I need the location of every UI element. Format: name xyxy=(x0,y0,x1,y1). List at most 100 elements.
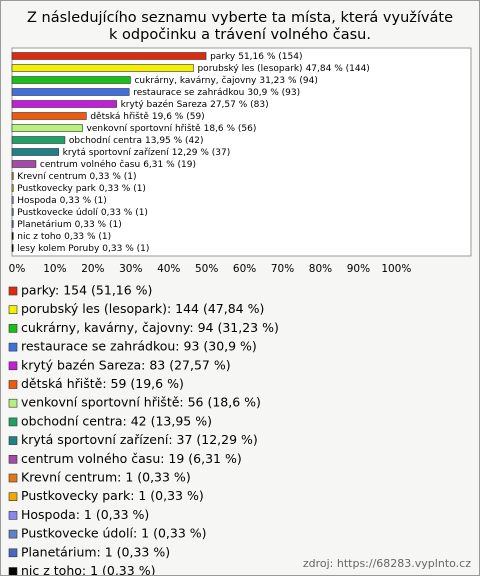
category-label: krytý bazén Sareza xyxy=(121,99,208,110)
bar-label: lesy kolem Poruby 0,33 % (1) xyxy=(17,244,149,254)
category-label: nic z toho xyxy=(17,232,61,242)
value-label: 0,33 % (1) xyxy=(64,232,111,242)
legend-swatch xyxy=(8,473,18,483)
legend-label: nic z toho: 1 (0,33 %) xyxy=(21,563,155,575)
category-label: venkovní sportovní hřiště xyxy=(87,123,202,134)
bar-label: Planetárium 0,33 % (1) xyxy=(17,220,121,230)
legend-swatch xyxy=(8,342,18,352)
legend-label: Planetárium: 1 (0,33 %) xyxy=(21,544,170,559)
value-label: 47,84 % (144) xyxy=(306,64,370,74)
value-label: 0,33 % (1) xyxy=(60,196,107,206)
bar-label: restaurace se zahrádkou 30,9 % (93) xyxy=(133,88,300,98)
bar xyxy=(11,112,87,120)
bar-label: krytá sportovní zařízení 12,29 % (37) xyxy=(63,148,231,158)
bar xyxy=(11,172,14,180)
legend-swatch xyxy=(8,380,18,389)
bar-label: Krevní centrum 0,33 % (1) xyxy=(17,172,136,182)
legend-label: krytá sportovní zařízení: 37 (12,29 %) xyxy=(21,432,258,447)
x-tick-label: 80% xyxy=(309,263,332,275)
category-label: centrum volného času xyxy=(40,159,140,170)
bar-label: obchodní centra 13,95 % (42) xyxy=(69,136,204,146)
legend-swatch xyxy=(8,436,18,445)
value-label: 19,6 % (59) xyxy=(152,112,205,122)
bar-label: cukrárny, kavárny, čajovny 31,23 % (94) xyxy=(134,75,317,86)
value-label: 0,33 % (1) xyxy=(101,208,148,218)
category-label: obchodní centra xyxy=(69,136,142,146)
bar xyxy=(11,184,14,192)
legend-label: obchodní centra: 42 (13,95 %) xyxy=(21,413,212,428)
bar-label: Pustkovecky park 0,33 % (1) xyxy=(17,184,146,194)
category-label: cukrárny, kavárny, čajovny xyxy=(134,75,257,86)
bar-label: parky 51,16 % (154) xyxy=(210,52,302,62)
legend-label: Hospoda: 1 (0,33 %) xyxy=(21,507,149,522)
bar xyxy=(11,160,37,168)
legend-swatch xyxy=(8,454,18,464)
legend-swatch xyxy=(8,511,18,520)
category-label: restaurace se zahrádkou xyxy=(133,88,244,98)
legend-label: parky: 154 (51,16 %) xyxy=(21,283,152,298)
x-tick-label: 20% xyxy=(81,263,104,275)
bar xyxy=(11,244,14,252)
x-tick-label: 10% xyxy=(43,263,66,275)
legend-swatch xyxy=(8,529,18,539)
chart-title: Z následujícího seznamu vyberte ta místa… xyxy=(27,10,453,43)
value-label: 0,33 % (1) xyxy=(89,172,136,182)
value-label: 0,33 % (1) xyxy=(99,184,146,194)
legend-label: krytý bazén Sareza: 83 (27,57 %) xyxy=(21,357,231,372)
bar-label: porubský les (lesopark) 47,84 % (144) xyxy=(197,64,369,74)
bar xyxy=(11,124,83,132)
value-label: 6,31 % (19) xyxy=(143,160,196,170)
bar xyxy=(11,220,14,228)
bar-label: Hospoda 0,33 % (1) xyxy=(17,196,106,206)
category-label: Pustkovecky park xyxy=(17,184,96,194)
bar-label: krytý bazén Sareza 27,57 % (83) xyxy=(121,99,269,110)
value-label: 13,95 % (42) xyxy=(145,136,204,146)
bar xyxy=(11,100,117,108)
bar xyxy=(11,196,14,204)
legend-swatch xyxy=(8,417,18,427)
legend-label: centrum volného času: 19 (6,31 %) xyxy=(21,451,242,466)
category-label: krytá sportovní zařízení xyxy=(63,148,170,158)
bar-label: dětská hřiště 19,6 % (59) xyxy=(90,111,204,122)
value-label: 51,16 % (154) xyxy=(238,52,302,62)
value-label: 0,33 % (1) xyxy=(102,244,149,254)
bar xyxy=(11,88,130,96)
legend-swatch xyxy=(8,361,18,371)
category-label: Planetárium xyxy=(17,220,71,230)
bar xyxy=(11,52,207,60)
category-label: Krevní centrum xyxy=(17,172,86,182)
value-label: 18,6 % (56) xyxy=(204,124,257,134)
bar-label: nic z toho 0,33 % (1) xyxy=(17,232,111,242)
x-tick-label: 60% xyxy=(233,263,256,275)
legend-label: Krevní centrum: 1 (0,33 %) xyxy=(21,470,191,485)
bar xyxy=(11,136,66,144)
value-label: 31,23 % (94) xyxy=(259,76,318,86)
legend-label: porubský les (lesopark): 144 (47,84 %) xyxy=(21,301,264,316)
legend-label: dětská hřiště: 59 (19,6 %) xyxy=(21,376,184,391)
x-tick-label: 40% xyxy=(157,263,180,275)
category-label: Hospoda xyxy=(17,196,56,206)
source: zdroj: https://68283.vyplnto.cz xyxy=(303,557,471,570)
legend-swatch xyxy=(8,305,18,315)
x-tick-label: 50% xyxy=(195,263,218,275)
x-tick-label: 0% xyxy=(9,263,26,275)
legend-swatch xyxy=(8,286,18,296)
category-label: Pustkovecke údolí xyxy=(17,208,98,218)
value-label: 30,9 % (93) xyxy=(247,88,300,98)
x-tick-label: 100% xyxy=(381,263,411,275)
x-tick-label: 30% xyxy=(119,263,142,275)
value-label: 12,29 % (37) xyxy=(172,148,231,158)
legend-swatch xyxy=(8,492,18,502)
category-label: parky xyxy=(210,52,236,62)
bar xyxy=(11,76,131,84)
legend-label: venkovní sportovní hřiště: 56 (18,6 %) xyxy=(21,395,261,410)
bar xyxy=(11,232,14,240)
category-label: porubský les (lesopark) xyxy=(197,64,302,74)
legend-swatch xyxy=(8,567,18,575)
legend-swatch xyxy=(8,548,18,558)
bar xyxy=(11,64,194,72)
legend-label: cukrárny, kavárny, čajovny: 94 (31,23 %) xyxy=(21,320,279,335)
legend-label: Pustkovecke údolí: 1 (0,33 %) xyxy=(21,526,207,541)
